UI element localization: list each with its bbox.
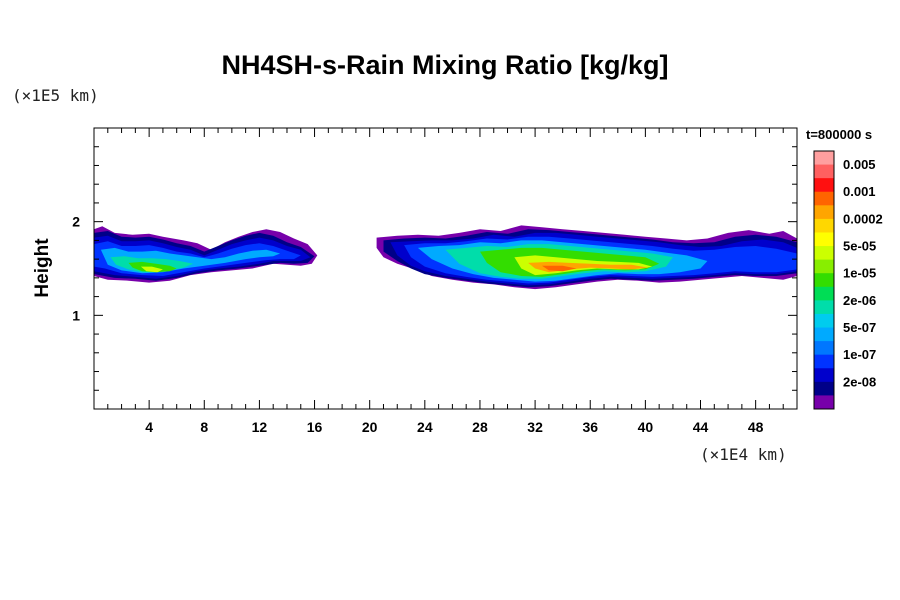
- x-tick-label: 24: [417, 419, 433, 435]
- colorbar-frame: [813, 150, 835, 410]
- x-tick-label: 44: [693, 419, 709, 435]
- time-label: t=800000 s: [806, 127, 872, 142]
- colorbar-swatch: [814, 178, 834, 193]
- colorbar-swatch: [814, 151, 834, 166]
- colorbar-labels: 0.005 0.001 0.0002 5e-05 1e-05 2e-06 5e-07 1e-0…: [843, 157, 883, 389]
- colorbar-level-label: 1e-07: [843, 347, 876, 362]
- x-tick-label: 8: [200, 419, 208, 435]
- colorbar-swatch: [814, 395, 834, 410]
- chart-title: NH4SH-s-Rain Mixing Ratio [kg/kg]: [221, 50, 668, 80]
- colorbar-swatch: [814, 164, 834, 179]
- colorbar-swatch: [814, 218, 834, 233]
- colorbar-level-label: 1e-05: [843, 266, 876, 281]
- cloud-region-2: [376, 225, 797, 290]
- y-tick-label: 1: [72, 307, 80, 323]
- x-tick-label: 36: [582, 419, 598, 435]
- colorbar-level-label: 0.0002: [843, 211, 883, 226]
- y-axis-label: Height: [32, 238, 53, 298]
- y-tick-labels: 12: [72, 214, 80, 324]
- colorbar-swatch: [814, 354, 834, 369]
- x-unit-label: (×1E4 km): [700, 445, 787, 464]
- x-tick-label: 16: [307, 419, 323, 435]
- colorbar-swatch: [814, 313, 834, 329]
- x-tick-label: 12: [252, 419, 268, 435]
- contour-fill-2-10: [542, 265, 577, 272]
- colorbar: [813, 150, 835, 410]
- colorbar-swatch: [814, 232, 834, 247]
- colorbar-swatch: [814, 381, 834, 396]
- contour-fill-1-8: [140, 266, 163, 273]
- colorbar-level-label: 0.001: [843, 184, 876, 199]
- colorbar-swatch: [814, 327, 834, 342]
- plot-frame: [93, 127, 798, 410]
- colorbar-swatch: [814, 300, 834, 315]
- x-tick-label: 20: [362, 419, 378, 435]
- colorbar-swatch: [814, 286, 834, 301]
- colorbar-swatch: [814, 191, 834, 206]
- colorbar-swatch: [814, 205, 834, 220]
- x-tick-label: 32: [527, 419, 543, 435]
- colorbar-level-label: 5e-05: [843, 239, 876, 254]
- colorbar-level-label: 0.005: [843, 157, 876, 172]
- colorbar-swatch: [814, 246, 834, 261]
- colorbar-swatch: [814, 273, 834, 288]
- colorbar-swatch: [814, 341, 834, 356]
- axis-ticks: [94, 128, 797, 409]
- colorbar-level-label: 2e-08: [843, 374, 876, 389]
- x-tick-label: 48: [748, 419, 764, 435]
- colorbar-swatch: [814, 368, 834, 383]
- y-unit-label: (×1E5 km): [12, 86, 99, 105]
- x-tick-label: 28: [472, 419, 488, 435]
- plot-area: [94, 225, 797, 290]
- x-tick-label: 40: [638, 419, 654, 435]
- colorbar-swatch: [814, 259, 834, 274]
- x-tick-label: 4: [145, 419, 153, 435]
- cloud-region-1: [94, 226, 318, 283]
- colorbar-level-label: 5e-07: [843, 320, 876, 335]
- y-tick-label: 2: [72, 214, 80, 230]
- colorbar-level-label: 2e-06: [843, 293, 876, 308]
- x-tick-labels: 4 8 12 16 20 24 28 32 36 40 44 48: [145, 419, 763, 435]
